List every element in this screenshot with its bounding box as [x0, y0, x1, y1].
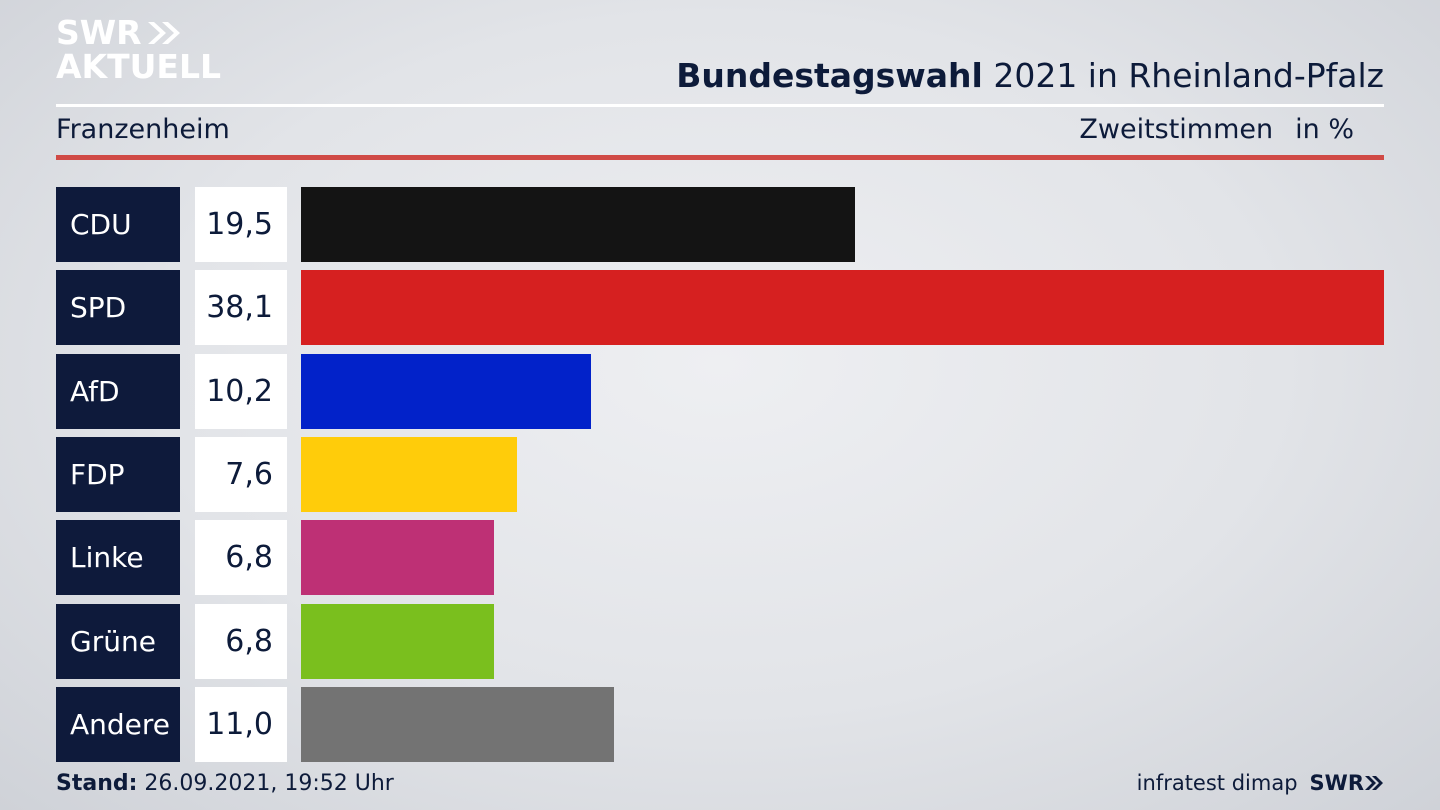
source-credit: infratest dimap SWR [1137, 771, 1384, 795]
measure-unit: in % [1295, 114, 1354, 145]
small-chevrons-icon [1365, 776, 1383, 790]
location-label: Franzenheim [56, 114, 230, 145]
bar-row: SPD 38,1 [56, 270, 1384, 346]
swr-aktuell-logo: SWR AKTUELL [56, 16, 221, 84]
stand-value: 26.09.2021, 19:52 Uhr [137, 771, 394, 796]
value-label: 6,8 [195, 520, 287, 596]
bar-row: Linke 6,8 [56, 520, 1384, 596]
bar [301, 436, 517, 512]
swr-brand: SWR [1310, 771, 1384, 795]
party-label: Grüne [56, 603, 180, 679]
logo-line-1: SWR [56, 13, 142, 52]
bar-row: AfD 10,2 [56, 353, 1384, 429]
bar-row: CDU 19,5 [56, 187, 1384, 262]
stand-label: Stand: [56, 771, 138, 796]
party-label: Andere [56, 686, 180, 762]
party-label: SPD [56, 270, 180, 346]
measure-label: Zweitstimmen in % [1079, 114, 1354, 145]
source-label: infratest dimap [1136, 771, 1298, 795]
value-label: 19,5 [195, 187, 287, 262]
title-bold: Bundestagswahl [676, 56, 983, 95]
title-rest: 2021 in Rheinland-Pfalz [982, 56, 1384, 95]
header-divider [56, 104, 1384, 107]
party-label: Linke [56, 520, 180, 596]
bar [301, 520, 494, 596]
bar [301, 187, 855, 262]
bar [301, 353, 591, 429]
bar [301, 603, 494, 679]
swr-brand-text: SWR [1309, 771, 1364, 795]
party-label: FDP [56, 436, 180, 512]
timestamp: Stand: 26.09.2021, 19:52 Uhr [56, 771, 394, 796]
chart-title: Bundestagswahl 2021 in Rheinland-Pfalz [676, 56, 1384, 95]
value-label: 11,0 [195, 686, 287, 762]
party-label: AfD [56, 353, 180, 429]
value-label: 38,1 [195, 270, 287, 346]
measure-type: Zweitstimmen [1079, 114, 1274, 145]
bar-row: FDP 7,6 [56, 436, 1384, 512]
bar-row: Andere 11,0 [56, 686, 1384, 762]
bar-row: Grüne 6,8 [56, 603, 1384, 679]
bar [301, 270, 1384, 346]
bar [301, 686, 614, 762]
chevrons-icon [147, 22, 180, 44]
value-label: 6,8 [195, 603, 287, 679]
party-label: CDU [56, 187, 180, 262]
accent-divider [56, 155, 1384, 160]
value-label: 7,6 [195, 436, 287, 512]
logo-line-2: AKTUELL [56, 47, 222, 86]
value-label: 10,2 [195, 353, 287, 429]
